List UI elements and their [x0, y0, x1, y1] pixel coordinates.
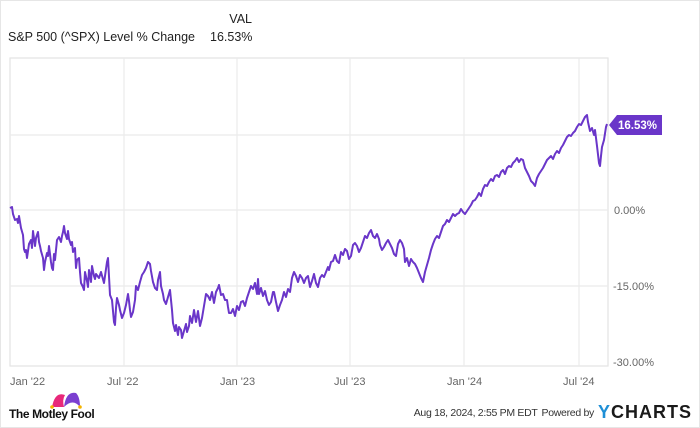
- y-axis-labels: 0.00% -15.00% -30.00%: [613, 205, 654, 369]
- x-tick-jul22: Jul '22: [107, 376, 138, 388]
- motley-fool-logo-text: The Motley Fool: [9, 407, 95, 421]
- x-tick-jul24: Jul '24: [563, 376, 594, 388]
- x-tick-jul23: Jul '23: [334, 376, 365, 388]
- y-tick-0: 0.00%: [614, 205, 645, 217]
- legend-series-name: S&P 500 (^SPX) Level % Change: [8, 30, 195, 44]
- footer-attribution: Aug 18, 2024, 2:55 PM EDT Powered by YCH…: [414, 402, 692, 423]
- x-tick-jan23: Jan '23: [220, 376, 255, 388]
- plot-area-grid: [9, 57, 609, 367]
- ycharts-logo-text: CHARTS: [611, 402, 692, 422]
- badge-shape: [609, 115, 662, 135]
- last-value-badge: 16.53%: [609, 115, 662, 135]
- plot-border: [9, 57, 609, 367]
- badge-label: 16.53%: [618, 120, 657, 132]
- series-line[interactable]: [9, 114, 608, 339]
- x-axis-labels: Jan '22 Jul '22 Jan '23 Jul '23 Jan '24 …: [10, 376, 594, 388]
- timestamp: Aug 18, 2024, 2:55 PM EDT: [413, 406, 538, 419]
- jester-hat-icon: [50, 392, 82, 409]
- x-tick-jan24: Jan '24: [447, 376, 482, 388]
- ycharts-logo-y: Y: [597, 402, 611, 422]
- ycharts-logo[interactable]: YCHARTS: [598, 402, 692, 423]
- y-tick-neg15: -15.00%: [613, 281, 654, 293]
- legend-column-header: VAL: [229, 12, 252, 26]
- x-tick-jan22: Jan '22: [10, 376, 45, 388]
- legend-series-value: 16.53%: [210, 30, 253, 44]
- y-tick-neg30: -30.00%: [613, 357, 654, 369]
- powered-by-label: Powered by: [541, 406, 595, 419]
